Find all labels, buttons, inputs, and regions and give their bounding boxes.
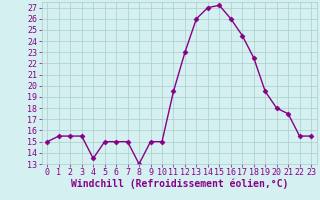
X-axis label: Windchill (Refroidissement éolien,°C): Windchill (Refroidissement éolien,°C) (70, 179, 288, 189)
